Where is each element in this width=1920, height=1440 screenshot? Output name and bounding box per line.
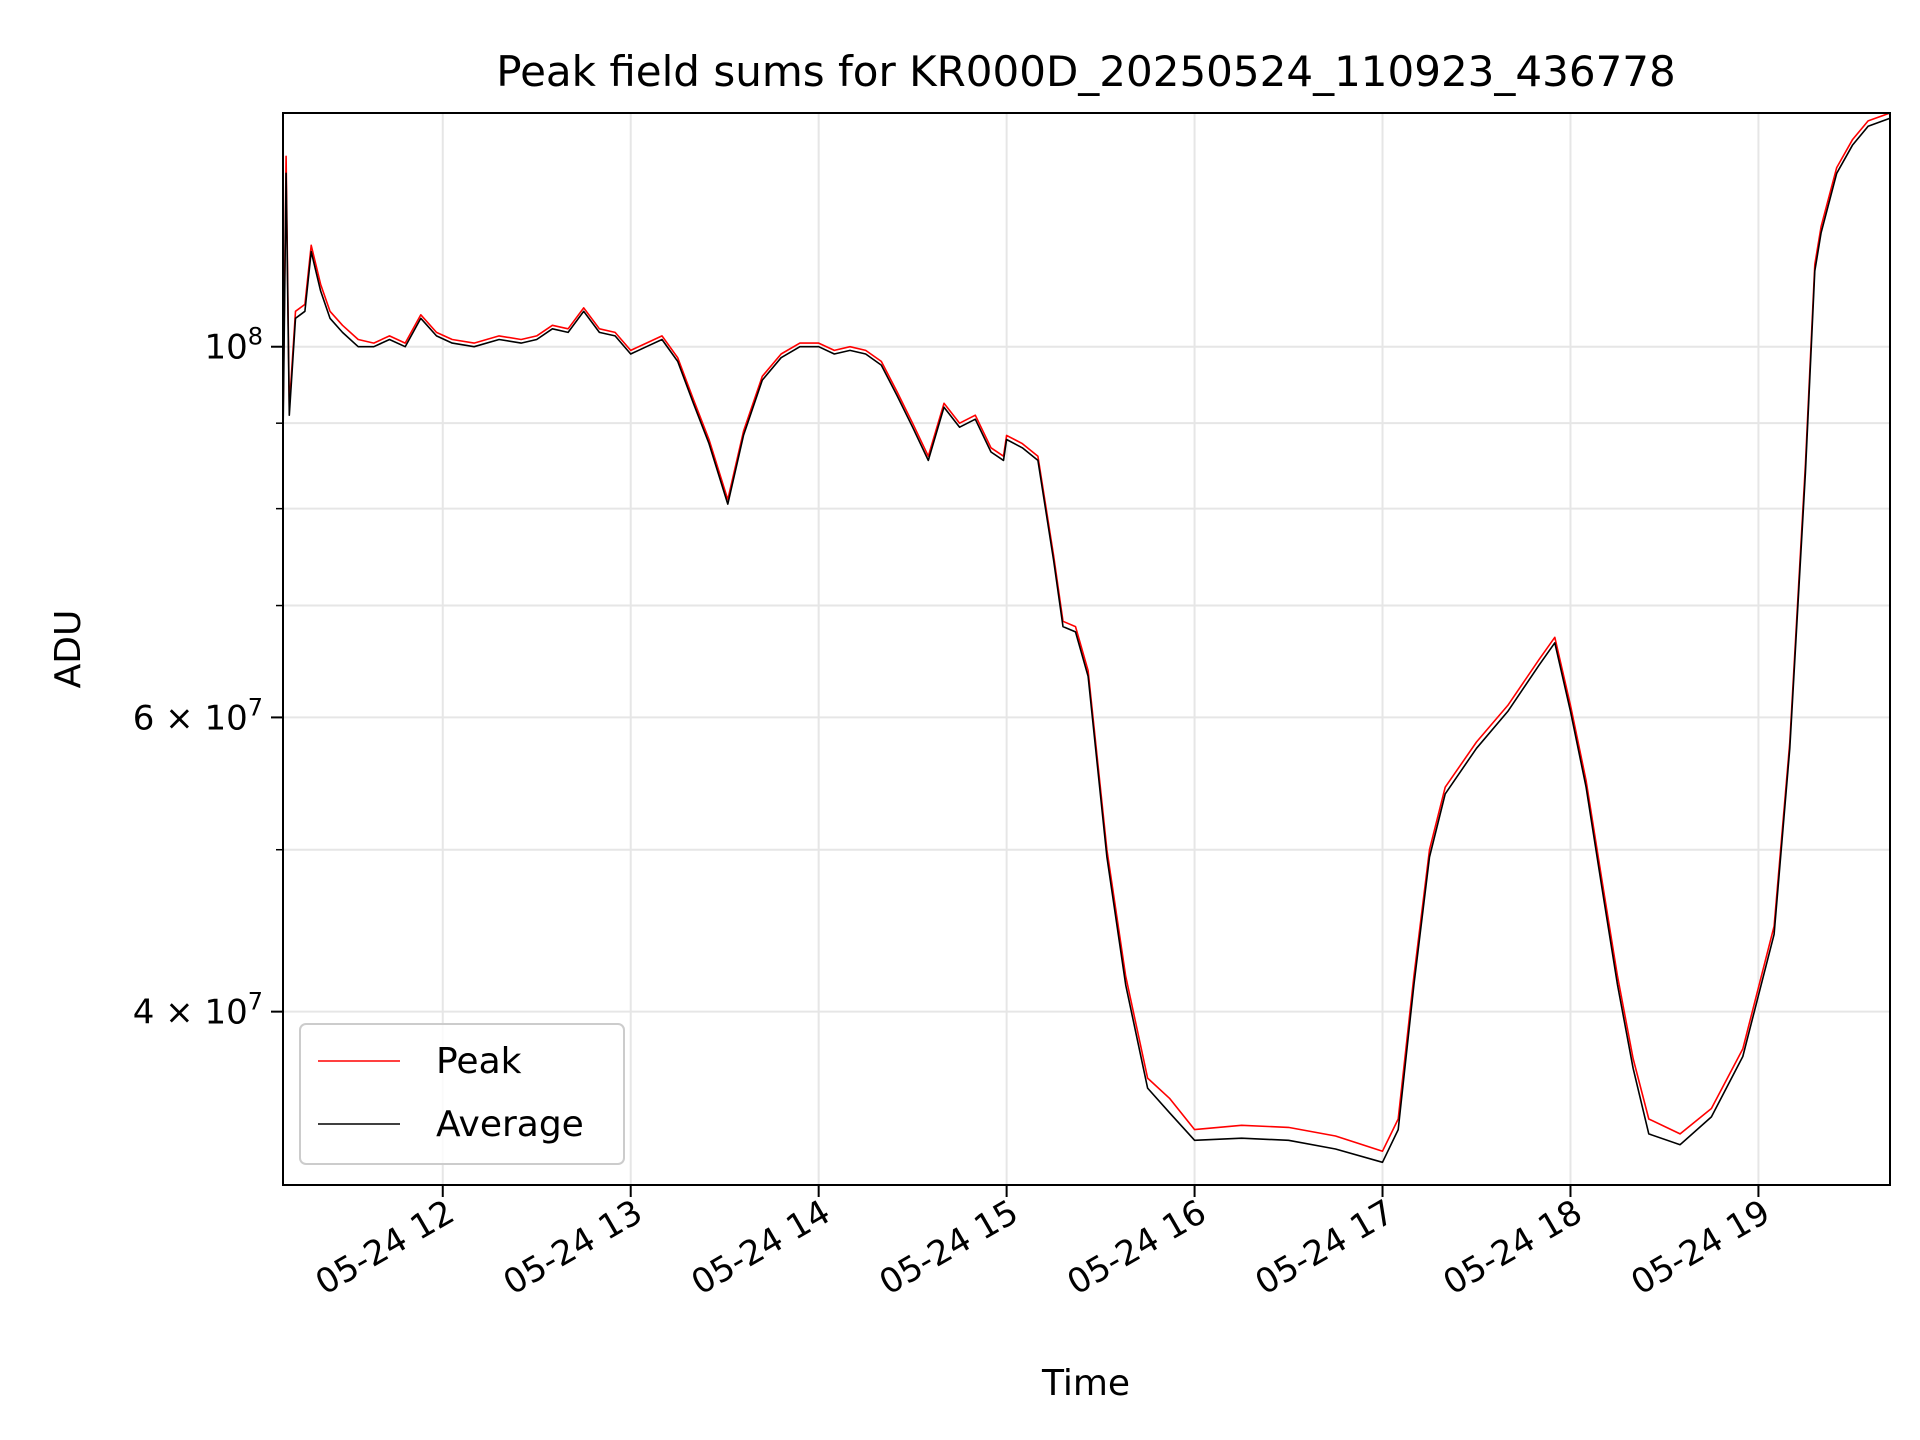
y-tick-exponent: 7 — [248, 988, 263, 1016]
legend-label-peak: Peak — [436, 1041, 522, 1082]
series-lines — [283, 113, 1890, 1164]
y-tick-base: 10 — [204, 328, 247, 368]
y-tick-label: 6 × 107 — [133, 693, 263, 738]
legend: Peak Average — [299, 1023, 625, 1165]
series-line-average — [283, 117, 1890, 1164]
y-tick-base: 10 — [204, 698, 247, 738]
y-tick-mantissa: 4 × — [133, 993, 205, 1033]
legend-box — [299, 1023, 625, 1165]
grid-lines — [283, 113, 1890, 1185]
y-tick-mantissa: 6 × — [133, 698, 205, 738]
y-tick-label: 108 — [204, 323, 263, 368]
y-tick-base: 10 — [204, 993, 247, 1033]
y-axis-label: ADU — [48, 610, 89, 689]
chart-title: Peak field sums for KR000D_20250524_1109… — [496, 47, 1675, 96]
legend-label-average: Average — [436, 1104, 584, 1145]
y-tick-exponent: 7 — [248, 693, 263, 721]
x-axis-label: Time — [1041, 1363, 1130, 1404]
plot-frame — [282, 112, 1891, 1186]
y-tick-exponent: 8 — [248, 323, 263, 351]
y-tick-label: 4 × 107 — [133, 988, 263, 1033]
series-line-peak — [283, 113, 1890, 1152]
